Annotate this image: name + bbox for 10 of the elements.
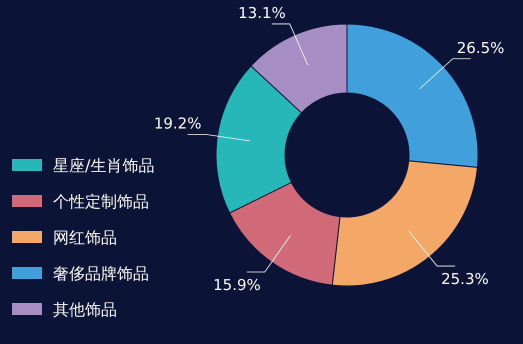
- legend-label: 奢侈品牌饰品: [53, 264, 149, 283]
- legend-label: 个性定制饰品: [53, 192, 149, 211]
- data-label: 13.1%: [238, 4, 286, 22]
- legend-label: 其他饰品: [53, 300, 117, 319]
- data-label: 26.5%: [456, 38, 504, 57]
- legend-label: 网红饰品: [53, 228, 117, 247]
- data-label: 25.3%: [441, 270, 489, 288]
- data-label: 15.9%: [213, 276, 261, 294]
- legend-label: 星座/生肖饰品: [53, 156, 154, 175]
- data-label: 19.2%: [154, 114, 202, 132]
